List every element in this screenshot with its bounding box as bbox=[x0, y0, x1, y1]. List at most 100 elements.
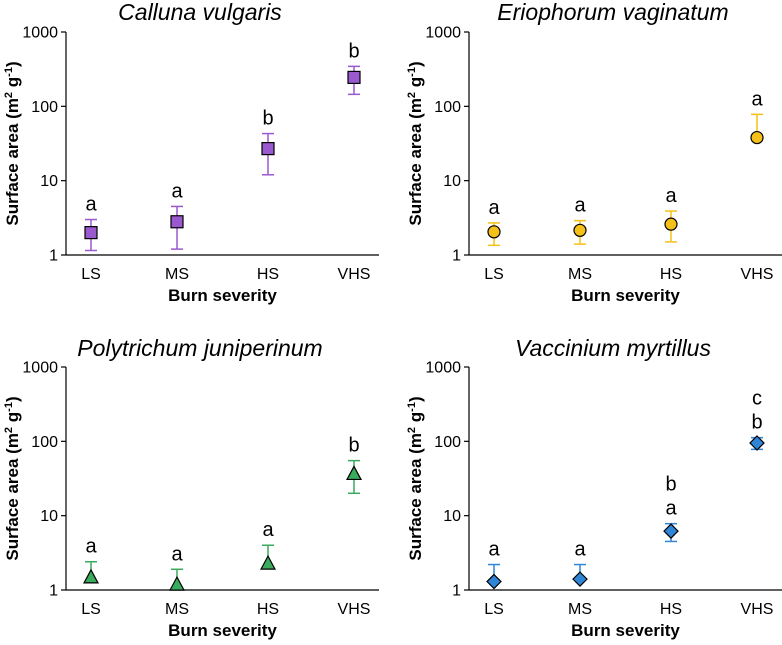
x-tick-label: HS bbox=[257, 266, 279, 283]
data-point-diamond bbox=[749, 435, 765, 451]
y-tick-label: 100 bbox=[31, 434, 58, 451]
chart-panel: Eriophorum vaginatum 1 10 100 1000 LS MS HS VHS B… bbox=[406, 0, 782, 305]
x-axis-label: Burn severity bbox=[571, 286, 680, 305]
y-axis-label: Surface area (m2 g-1) bbox=[406, 61, 425, 225]
y-tick-label: 1000 bbox=[425, 360, 461, 377]
significance-letter: b bbox=[348, 40, 359, 62]
y-axis-label-text: ) bbox=[406, 396, 425, 402]
data-point-circle bbox=[664, 217, 678, 231]
y-tick-label: 10 bbox=[40, 173, 58, 190]
y-axis-label-text: ) bbox=[3, 396, 22, 402]
significance-letter: a bbox=[488, 197, 500, 219]
x-tick-label: HS bbox=[257, 601, 279, 618]
significance-letter: a bbox=[262, 519, 274, 541]
data-point-circle bbox=[573, 223, 587, 237]
chart-panel: Polytrichum juniperinum 1 10 100 1000 LS MS HS V… bbox=[3, 335, 379, 640]
data-point-triangle bbox=[345, 465, 363, 481]
y-tick-label: 1 bbox=[49, 583, 58, 600]
x-tick-label: MS bbox=[165, 601, 189, 618]
y-axis-label-superscript: 2 bbox=[406, 427, 418, 433]
y-tick-label: 1 bbox=[452, 248, 461, 265]
y-tick-label: 100 bbox=[31, 99, 58, 116]
y-axis-label: Surface area (m2 g-1) bbox=[406, 396, 425, 560]
y-tick-label: 1000 bbox=[425, 25, 461, 42]
significance-letter: a bbox=[665, 498, 677, 520]
significance-letter: c bbox=[752, 388, 762, 410]
y-tick-label: 100 bbox=[434, 99, 461, 116]
y-axis-label-superscript: -1 bbox=[406, 402, 418, 412]
x-tick-label: MS bbox=[165, 266, 189, 283]
x-tick-label: HS bbox=[660, 266, 682, 283]
y-axis-label-superscript: 2 bbox=[3, 427, 15, 433]
significance-letter: b bbox=[751, 412, 762, 434]
significance-letter: a bbox=[488, 539, 500, 561]
y-axis-label-text: Surface area (m bbox=[406, 98, 425, 226]
data-point-square bbox=[261, 142, 275, 156]
y-axis-label-superscript: 2 bbox=[406, 92, 418, 98]
y-axis-label-text: Surface area (m bbox=[3, 98, 22, 226]
x-tick-label: VHS bbox=[338, 266, 371, 283]
x-tick-label: VHS bbox=[338, 601, 371, 618]
significance-letter: a bbox=[665, 185, 677, 207]
y-axis-label-text: g bbox=[406, 412, 425, 427]
y-tick-label: 10 bbox=[40, 508, 58, 525]
chart-panel: Calluna vulgaris 1 10 100 1000 LS MS HS VHS Burn … bbox=[3, 0, 379, 305]
x-tick-label: LS bbox=[484, 266, 504, 283]
y-axis-label-text: Surface area (m bbox=[406, 433, 425, 561]
x-axis-label: Burn severity bbox=[168, 286, 277, 305]
y-axis-label-superscript: -1 bbox=[3, 67, 15, 77]
data-point-circle bbox=[750, 130, 764, 145]
y-axis-label: Surface area (m2 g-1) bbox=[3, 396, 22, 560]
significance-letter: a bbox=[574, 539, 586, 561]
significance-letter: a bbox=[171, 543, 183, 565]
x-tick-label: LS bbox=[484, 601, 504, 618]
significance-letter: b bbox=[262, 108, 273, 130]
significance-letter: a bbox=[85, 194, 97, 216]
data-point-triangle bbox=[259, 554, 277, 570]
chart-title: Vaccinium myrtillus bbox=[515, 335, 711, 361]
y-tick-label: 1000 bbox=[22, 25, 58, 42]
data-point-circle bbox=[487, 225, 501, 239]
y-axis-label-superscript: 2 bbox=[3, 92, 15, 98]
significance-letter: a bbox=[85, 536, 97, 558]
y-axis-label-text: g bbox=[3, 412, 22, 427]
y-tick-label: 1 bbox=[49, 248, 58, 265]
data-point-triangle bbox=[82, 568, 100, 584]
chart-title: Eriophorum vaginatum bbox=[497, 0, 728, 25]
x-tick-label: MS bbox=[568, 266, 592, 283]
y-tick-label: 10 bbox=[443, 173, 461, 190]
data-point-diamond bbox=[572, 571, 588, 587]
x-tick-label: LS bbox=[81, 266, 101, 283]
y-tick-label: 100 bbox=[434, 434, 461, 451]
x-axis-label: Burn severity bbox=[168, 621, 277, 640]
y-axis-label-superscript: -1 bbox=[3, 402, 15, 412]
y-tick-label: 1000 bbox=[22, 360, 58, 377]
y-axis-label: Surface area (m2 g-1) bbox=[3, 61, 22, 225]
significance-letter: a bbox=[574, 195, 586, 217]
x-tick-label: MS bbox=[568, 601, 592, 618]
data-point-diamond bbox=[663, 523, 679, 539]
data-point-diamond bbox=[486, 573, 502, 590]
x-tick-label: VHS bbox=[741, 601, 774, 618]
data-point-square bbox=[170, 215, 184, 229]
y-axis-label-text: Surface area (m bbox=[3, 433, 22, 561]
significance-letter: b bbox=[348, 435, 359, 457]
significance-letter: b bbox=[665, 474, 676, 496]
data-point-triangle bbox=[168, 575, 186, 591]
y-axis-label-superscript: -1 bbox=[406, 67, 418, 77]
y-axis-label-text: ) bbox=[406, 61, 425, 67]
y-tick-label: 1 bbox=[452, 583, 461, 600]
chart-panel: Vaccinium myrtillus 1 10 100 1000 LS MS HS VHS Bu… bbox=[406, 335, 782, 640]
x-tick-label: HS bbox=[660, 601, 682, 618]
significance-letter: a bbox=[751, 88, 763, 110]
data-point-square bbox=[84, 226, 98, 240]
y-axis-label-text: g bbox=[3, 77, 22, 92]
x-tick-label: LS bbox=[81, 601, 101, 618]
y-axis-label-text: ) bbox=[3, 61, 22, 67]
y-axis-label-text: g bbox=[406, 77, 425, 92]
data-point-square bbox=[347, 70, 361, 85]
chart-title: Polytrichum juniperinum bbox=[77, 335, 322, 361]
x-tick-label: VHS bbox=[741, 266, 774, 283]
chart-title: Calluna vulgaris bbox=[118, 0, 282, 25]
